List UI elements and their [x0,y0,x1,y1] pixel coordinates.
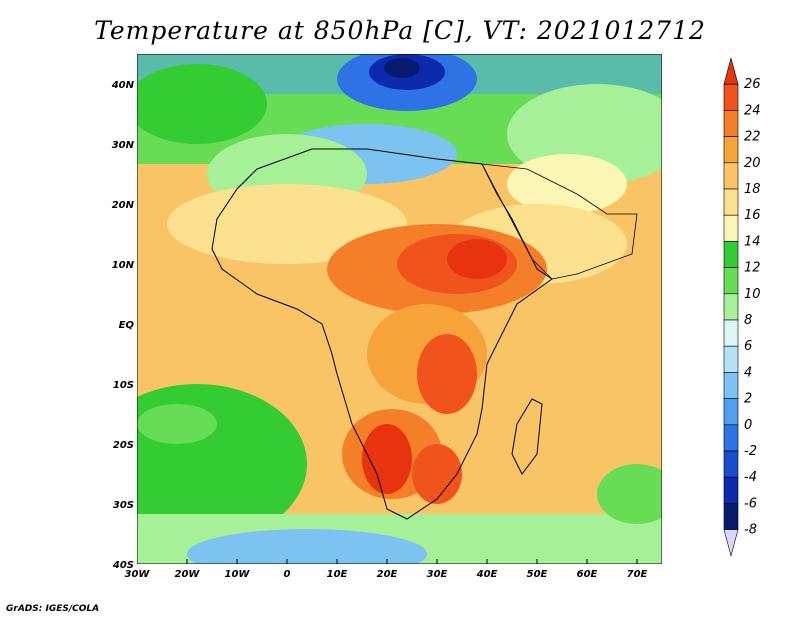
colorbar-segment [723,372,739,399]
lat-tick-20s: 20S [113,440,134,451]
colorbar-label: 0 [744,418,752,433]
lat-tick-10n: 10N [112,260,135,271]
colorbar-label: -4 [744,470,757,485]
lat-axis: 40N 30N 20N 10N EQ 10S 20S 30S 40S [111,80,135,571]
lat-tick-eq: EQ [119,320,135,331]
lon-tick-10w: 10W [225,569,251,580]
colorbar-label: 24 [744,103,761,118]
colorbar-segment [723,529,739,557]
africa-coastline [211,148,553,520]
lat-tick-40s: 40S [112,560,134,571]
colorbar-segment [723,398,739,426]
colorbar-label: -6 [744,496,757,511]
colorbar-segment [723,162,739,190]
colorbar-segment [723,293,739,321]
lat-tick-40n: 40N [111,80,135,91]
colorbar-segment [723,136,739,164]
colorbar-segment [723,503,739,530]
colorbar-label: -2 [744,444,757,459]
colorbar-segment [723,110,739,137]
lon-tick-70e: 70E [627,569,648,580]
lon-tick-40e: 40E [476,569,498,580]
colorbar-segment [723,476,739,504]
colorbar-label: 8 [744,313,752,328]
colorbar-segment [723,319,739,347]
colorbar-label: 20 [744,156,761,171]
colorbar-label: 2 [744,392,752,407]
lon-tick-30w: 30W [125,569,151,580]
colorbar-segment [723,241,739,268]
lon-tick-20e: 20E [377,569,398,580]
lat-tick-30s: 30S [113,500,134,511]
madagascar-outline [511,398,543,475]
colorbar-label: 16 [744,208,761,223]
colorbar-label: 6 [744,339,752,354]
colorbar-segment [723,58,739,85]
colorbar-segment [723,345,739,373]
colorbar-label: -8 [744,523,757,538]
lat-tick-20n: 20N [112,200,135,211]
lon-tick-20w: 20W [175,569,201,580]
temperature-map [137,54,662,564]
colorbar-segment [723,188,739,216]
lat-tick-30n: 30N [112,140,135,151]
colorbar-label: 10 [744,287,761,302]
lon-axis: 30W 20W 10W 0 10E 20E 30E 40E 50E 60E 70… [125,569,648,580]
lon-tick-0: 0 [284,569,291,580]
colorbar-segment [723,424,739,452]
lon-tick-50e: 50E [527,569,548,580]
colorbar-segment [723,267,739,295]
colorbar-label: 14 [744,234,761,249]
lon-tick-30e: 30E [427,569,448,580]
colorbar-segment [723,450,739,478]
chart-title: Temperature at 850hPa [C], VT: 202101271… [94,16,706,45]
colorbar-segment [723,214,739,242]
colorbar-label: 22 [744,130,761,145]
lon-tick-60e: 60E [577,569,598,580]
lat-tick-10s: 10S [113,380,134,391]
colorbar-label: 12 [744,261,761,276]
colorbar-label: 26 [744,77,761,92]
colorbar-label: 18 [744,182,761,197]
axis-ticks [137,559,638,564]
arabia-outline [481,163,638,280]
colorbar-label: 4 [744,365,752,380]
colorbar-segment [723,83,739,111]
footer-credit: GrADS: IGES/COLA [6,604,100,614]
lon-tick-10e: 10E [327,569,348,580]
